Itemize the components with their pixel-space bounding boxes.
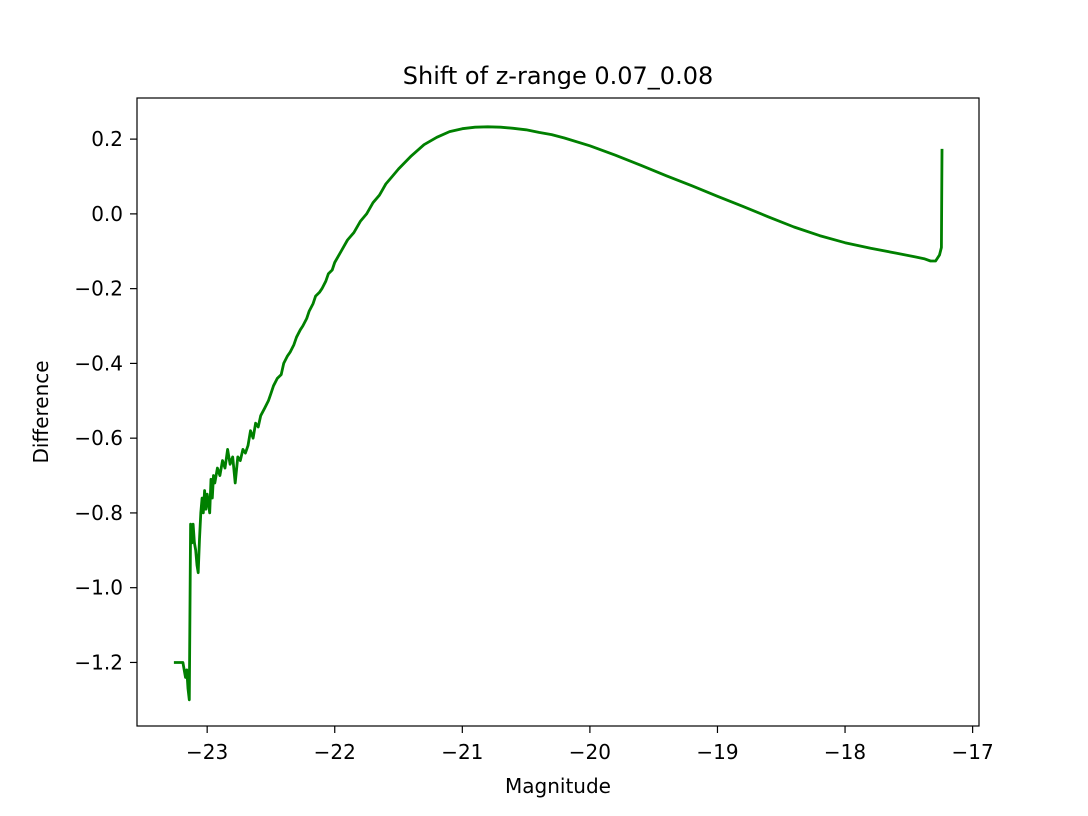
x-tick-label: −22 xyxy=(314,740,356,764)
x-axis: −23 −22 −21 −20 −19 −18 −17 xyxy=(186,726,994,764)
y-tick-label: −0.4 xyxy=(74,351,123,375)
x-tick-label: −17 xyxy=(952,740,994,764)
x-tick-label: −20 xyxy=(569,740,611,764)
y-tick-label: −0.8 xyxy=(74,501,123,525)
x-tick-label: −18 xyxy=(824,740,866,764)
series-line xyxy=(173,125,944,702)
x-axis-title: Magnitude xyxy=(505,774,611,798)
plot-area xyxy=(136,97,980,727)
x-tick-label: −21 xyxy=(441,740,483,764)
y-tick-label: −0.2 xyxy=(74,277,123,301)
y-axis-title: Difference xyxy=(29,360,53,463)
y-tick-label: −0.6 xyxy=(74,426,123,450)
x-tick-label: −23 xyxy=(186,740,228,764)
y-tick-label: 0.2 xyxy=(91,127,123,151)
x-tick-label: −19 xyxy=(696,740,738,764)
plot-frame xyxy=(136,97,980,727)
chart-title: Shift of z-range 0.07_0.08 xyxy=(403,62,714,90)
y-tick-label: −1.0 xyxy=(74,576,123,600)
y-axis: −1.2 −1.0 −0.8 −0.6 −0.4 −0.2 0.0 0.2 xyxy=(74,127,137,674)
y-tick-label: −1.2 xyxy=(74,650,123,674)
y-tick-label: 0.0 xyxy=(91,202,123,226)
